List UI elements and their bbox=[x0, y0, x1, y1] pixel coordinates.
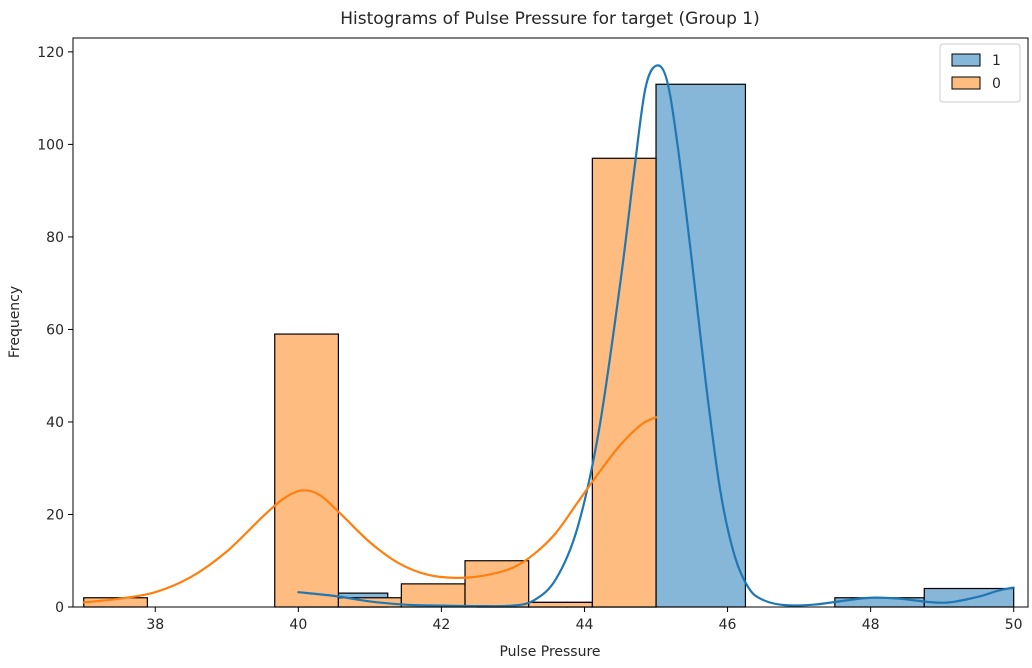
y-tick-label: 0 bbox=[55, 600, 64, 616]
legend-label-series-0: 0 bbox=[992, 76, 1001, 92]
histogram-bar-series-0 bbox=[274, 333, 339, 608]
x-tick-label: 44 bbox=[576, 617, 594, 633]
legend-swatch-series-0 bbox=[951, 76, 981, 90]
legend-swatch-series-1 bbox=[951, 53, 981, 67]
y-tick-label: 40 bbox=[46, 415, 64, 431]
legend-box bbox=[939, 43, 1021, 103]
histogram-bar-series-0 bbox=[400, 583, 466, 608]
x-axis-label: Pulse Pressure bbox=[499, 644, 600, 660]
legend-label-series-1: 1 bbox=[992, 53, 1001, 69]
y-tick-label: 20 bbox=[46, 507, 64, 523]
kde-line-series-1 bbox=[297, 64, 1015, 608]
y-tick-label: 120 bbox=[37, 45, 64, 61]
y-tick-label: 60 bbox=[46, 322, 64, 338]
histogram-bar-series-0 bbox=[591, 157, 657, 608]
x-tick-label: 46 bbox=[719, 617, 737, 633]
plot-frame bbox=[72, 37, 1029, 608]
x-tick-label: 38 bbox=[146, 617, 164, 633]
histogram-bar-series-1 bbox=[923, 587, 1015, 608]
chart-title: Histograms of Pulse Pressure for target … bbox=[340, 9, 760, 29]
histogram-bar-series-0 bbox=[464, 560, 530, 608]
y-tick-label: 100 bbox=[37, 137, 64, 153]
y-axis-label: Frequency bbox=[7, 286, 23, 358]
plot-background bbox=[73, 38, 1028, 607]
legend: 10 bbox=[939, 43, 1021, 103]
y-tick-label: 80 bbox=[46, 230, 64, 246]
histogram-bar-series-0 bbox=[528, 601, 593, 608]
x-tick-label: 40 bbox=[289, 617, 307, 633]
x-tick-label: 42 bbox=[432, 617, 450, 633]
kde-curves bbox=[82, 64, 1015, 608]
x-tick-label: 50 bbox=[1005, 617, 1023, 633]
x-tick-label: 48 bbox=[862, 617, 880, 633]
kde-line-series-0 bbox=[82, 416, 658, 604]
